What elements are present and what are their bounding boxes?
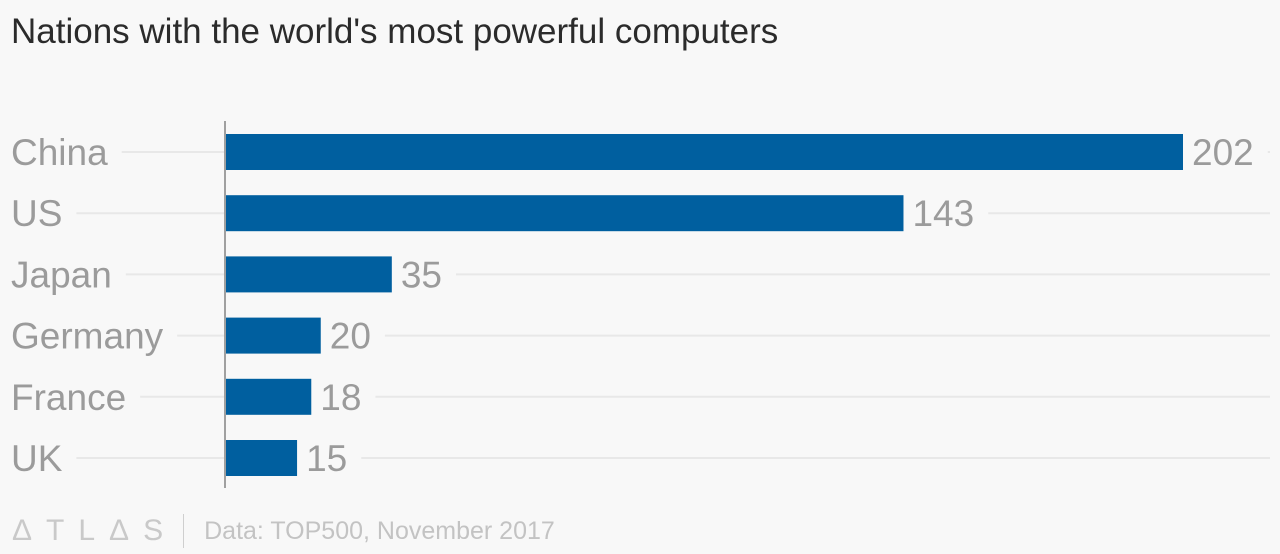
category-label: Japan [11,254,112,295]
category-label: China [11,132,108,173]
bar-us [226,195,904,232]
value-label: 202 [1192,132,1254,173]
value-label: 18 [320,377,361,418]
bar-japan [226,256,392,293]
labels: China 202 US 143 Japan 35 Germany 20 France 18 UK 1… [11,132,1254,479]
category-label: France [11,377,126,418]
value-label: 20 [330,316,371,357]
source-note: Data: TOP500, November 2017 [204,516,555,545]
value-label: 143 [912,193,974,234]
category-label: Germany [11,316,164,357]
atlas-logo: ΔTLΔS [12,514,178,547]
value-label: 15 [306,438,347,479]
gridlines [76,151,1270,459]
chart-title: Nations with the world's most powerful c… [11,12,779,51]
bar-france [226,378,312,415]
category-label: US [11,193,62,234]
category-label: UK [11,438,63,479]
bar-china [226,134,1183,170]
bars [226,134,1183,476]
footer: ΔTLΔS Data: TOP500, November 2017 [12,514,555,548]
bar-germany [226,317,321,354]
footer-separator [183,514,185,548]
bar-uk [226,440,298,476]
value-label: 35 [401,254,442,295]
bar-chart: China 202 US 143 Japan 35 Germany 20 France 18 UK 1… [11,121,1270,488]
